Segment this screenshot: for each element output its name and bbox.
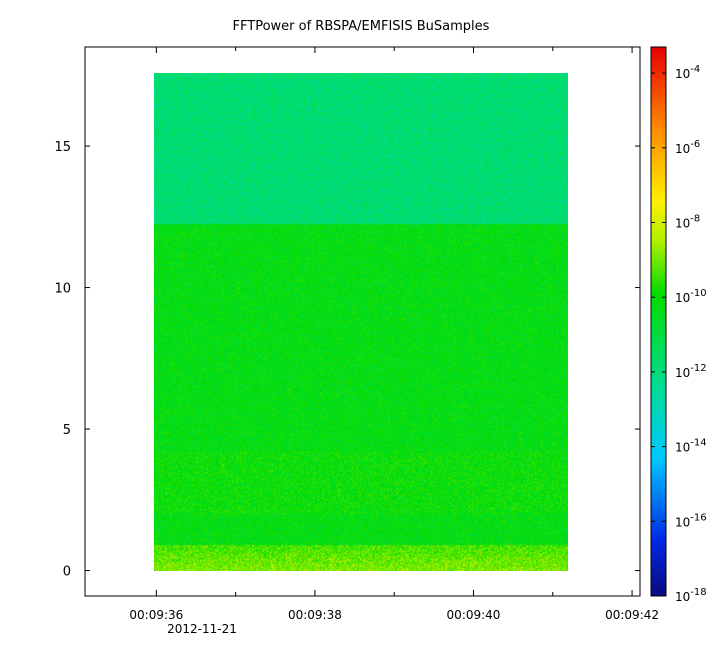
colorbar-tick-label: 10-16 <box>675 512 707 529</box>
colorbar-tick-exponent: -14 <box>690 438 706 449</box>
colorbar-tick-exponent: -12 <box>690 363 706 374</box>
x-tick-label: 00:09:42 <box>605 608 659 622</box>
colorbar <box>651 47 666 596</box>
spectrogram-image <box>154 73 568 571</box>
colorbar-tick-exponent: -8 <box>690 214 700 225</box>
colorbar-tick-label: 10-18 <box>675 587 707 604</box>
x-tick-label: 00:09:38 <box>288 608 342 622</box>
chart-title: FFTPower of RBSPA/EMFISIS BuSamples <box>233 19 490 34</box>
colorbar-tick-label: 10-10 <box>675 288 707 305</box>
y-tick-label: 10 <box>54 282 71 297</box>
y-tick-label: 5 <box>63 423 71 438</box>
colorbar-tick-exponent: -18 <box>690 587 706 598</box>
colorbar-tick-exponent: -16 <box>690 512 706 523</box>
colorbar-tick-exponent: -6 <box>690 139 700 150</box>
colorbar-tick-exponent: -4 <box>690 64 700 75</box>
colorbar-tick-label: 10-6 <box>675 139 700 156</box>
colorbar-tick-label: 10-4 <box>675 64 700 81</box>
y-tick-label: 15 <box>54 140 71 155</box>
colorbar-tick-label: 10-12 <box>675 363 707 380</box>
x-tick-label: 00:09:40 <box>447 608 501 622</box>
colorbar-frame <box>650 46 667 597</box>
spectrogram-canvas <box>154 73 568 571</box>
colorbar-canvas <box>651 47 666 596</box>
colorbar-tick-label: 10-14 <box>675 438 707 455</box>
x-axis: 00:09:36 00:09:38 00:09:40 00:09:42 <box>129 47 659 622</box>
y-tick-label: 0 <box>63 565 71 580</box>
x-date-label: 2012-11-21 <box>167 622 237 636</box>
colorbar-tick-exponent: -10 <box>690 288 706 299</box>
y-axis: 0 5 10 15 <box>54 140 640 580</box>
colorbar-tick-label: 10-8 <box>675 214 700 231</box>
x-tick-label: 00:09:36 <box>129 608 183 622</box>
